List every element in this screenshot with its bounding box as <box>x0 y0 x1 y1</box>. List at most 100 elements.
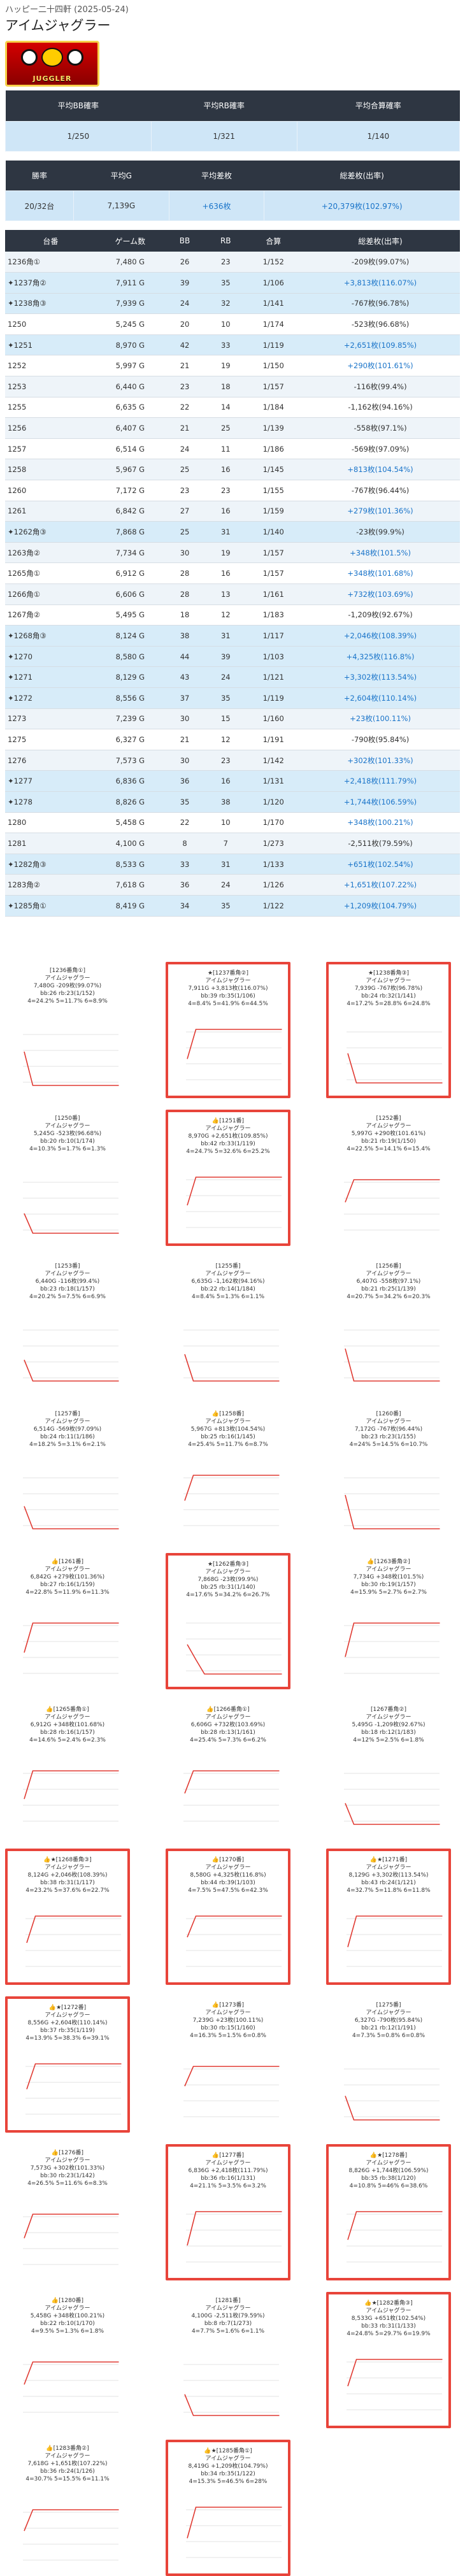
machine-chart-card[interactable]: [1255番] アイムジャグラー 6,635G -1,162枚(94.16%) bb:… <box>166 1257 290 1394</box>
machine-chart-card[interactable]: 👍[1251番] アイムジャグラー 8,970G +2,651枚(109.85%) b… <box>166 1110 290 1246</box>
machine-chart-card[interactable]: [1275番] アイムジャグラー 6,327G -790枚(95.84%) bb:21… <box>326 1996 451 2133</box>
machine-chart-card[interactable]: 👍[1263番角②] アイムジャグラー 7,734G +348枚(101.5%) bb… <box>326 1553 451 1689</box>
card-l1: 6,912G +348枚(101.68%) <box>30 1722 105 1728</box>
table-row[interactable]: ✦1278 8,826 G 35 38 1/120 +1,744枚(106.59%) <box>5 791 460 813</box>
table-cell: +2,604枚(110.14%) <box>301 687 460 709</box>
diff-line-chart <box>25 2063 122 2115</box>
table-row[interactable]: 1236角① 7,480 G 26 23 1/152 -209枚(99.07%) <box>5 252 460 273</box>
table-row[interactable]: 1275 6,327 G 21 12 1/191 -790枚(95.84%) <box>5 729 460 750</box>
diff-series-line <box>345 1622 440 1657</box>
table-cell: 5,967 G <box>96 459 164 481</box>
machine-chart-card[interactable]: 👍★[1272番] アイムジャグラー 8,556G +2,604枚(110.14%)… <box>5 1996 130 2133</box>
table-row[interactable]: ✦1268角③ 8,124 G 38 31 1/117 +2,046枚(108.39%) <box>5 625 460 647</box>
table-row[interactable]: ✦1272 8,556 G 37 35 1/119 +2,604枚(110.14%) <box>5 687 460 709</box>
diff-series-line <box>187 1644 282 1675</box>
card-model: アイムジャグラー <box>366 978 411 984</box>
machine-chart-card[interactable]: 👍[1283番角②] アイムジャグラー 7,618G +1,651枚(107.22%… <box>5 2440 130 2576</box>
machine-chart-card[interactable]: 👍★[1268番角③] アイムジャグラー 8,124G +2,046枚(108.39… <box>5 1849 130 1985</box>
col-header: 台番 <box>5 230 96 252</box>
machine-chart-card[interactable]: 👍[1276番] アイムジャグラー 7,573G +302枚(101.33%) bb:… <box>5 2144 130 2280</box>
machine-number: ✦1238角③ <box>5 293 96 315</box>
table-row[interactable]: 1250 5,245 G 20 10 1/174 -523枚(96.68%) <box>5 313 460 335</box>
table-row[interactable]: 1260 7,172 G 23 23 1/155 -767枚(96.44%) <box>5 480 460 501</box>
machine-number-label: 1276 <box>8 755 27 765</box>
diff-series-line <box>24 2509 119 2531</box>
table-cell: 8,580 G <box>96 646 164 668</box>
card-l2: bb:21 rb:19(1/150) <box>361 1138 416 1145</box>
card-l2: bb:23 rb:18(1/157) <box>40 1286 95 1292</box>
table-cell: 15 <box>205 708 247 730</box>
machine-chart-card[interactable]: 👍[1273番] アイムジャグラー 7,239G +23枚(100.11%) bb:3… <box>166 1996 290 2133</box>
card-l1: 7,480G -209枚(99.07%) <box>33 983 102 989</box>
table-row[interactable]: 1267角② 5,495 G 18 12 1/183 -1,209枚(92.67%) <box>5 605 460 626</box>
machine-chart-card[interactable]: 👍[1277番] アイムジャグラー 6,836G +2,418枚(111.79%) b… <box>166 2144 290 2280</box>
machine-chart-card[interactable]: [1260番] アイムジャグラー 7,172G -767枚(96.44%) bb:23… <box>326 1405 451 1542</box>
table-cell: 1/150 <box>246 355 301 377</box>
table-row[interactable]: ✦1262角③ 7,868 G 25 31 1/140 -23枚(99.9%) <box>5 521 460 543</box>
table-row[interactable]: ✦1237角② 7,911 G 39 35 1/106 +3,813枚(116.07%) <box>5 272 460 294</box>
card-l1: 6,836G +2,418枚(111.79%) <box>188 2168 268 2174</box>
table-cell: -116枚(99.4%) <box>301 376 460 397</box>
card-title: 👍[1276番] <box>51 2150 84 2156</box>
table-row[interactable]: 1253 6,440 G 23 18 1/157 -116枚(99.4%) <box>5 376 460 397</box>
table-row[interactable]: 1263角② 7,734 G 30 19 1/157 +348枚(101.5%) <box>5 542 460 564</box>
table-row[interactable]: 1266角① 6,606 G 28 13 1/161 +732枚(103.69%) <box>5 583 460 605</box>
table-cell: 28 <box>164 583 206 605</box>
table-row[interactable]: ✦1285角① 8,419 G 34 35 1/122 +1,209枚(104.79%) <box>5 895 460 917</box>
card-l3: 4=18.2% 5=3.1% 6=2.1% <box>29 1442 106 1448</box>
machine-chart-card[interactable]: 👍[1265番角①] アイムジャグラー 6,912G +348枚(101.68%) b… <box>5 1701 130 1837</box>
table-row[interactable]: ✦1271 8,129 G 43 24 1/121 +3,302枚(113.54%) <box>5 666 460 688</box>
machine-chart-card[interactable]: 👍★[1271番] アイムジャグラー 8,129G +3,302枚(113.54%)… <box>326 1849 451 1985</box>
card-l3: 4=26.5% 5=11.6% 6=8.3% <box>27 2180 108 2187</box>
machine-chart-card[interactable]: [1253番] アイムジャグラー 6,440G -116枚(99.4%) bb:23 … <box>5 1257 130 1394</box>
table-row[interactable]: 1273 7,239 G 30 15 1/160 +23枚(100.11%) <box>5 708 460 730</box>
table-cell: 5,997 G <box>96 355 164 377</box>
card-l3: 4=21.1% 5=3.5% 6=3.2% <box>190 2183 266 2189</box>
table-row[interactable]: ✦1251 8,970 G 42 33 1/119 +2,651枚(109.85%) <box>5 334 460 356</box>
machine-chart-card[interactable]: 👍[1280番] アイムジャグラー 5,458G +348枚(100.21%) bb:… <box>5 2292 130 2428</box>
table-cell: +2,046枚(108.39%) <box>301 625 460 647</box>
table-row[interactable]: 1276 7,573 G 30 23 1/142 +302枚(101.33%) <box>5 750 460 771</box>
machine-chart-card[interactable]: 👍[1270番] アイムジャグラー 8,580G +4,325枚(116.8%) bb… <box>166 1849 290 1985</box>
card-l1: 6,514G -569枚(97.09%) <box>33 1426 102 1433</box>
table-row[interactable]: 1265角① 6,912 G 28 16 1/157 +348枚(101.68%) <box>5 562 460 584</box>
machine-chart-card[interactable]: 👍[1258番] アイムジャグラー 5,967G +813枚(104.54%) bb:… <box>166 1405 290 1542</box>
machine-number-label: 1263角② <box>8 548 41 557</box>
diff-line-chart <box>23 1329 119 1382</box>
table-row[interactable]: 1256 6,407 G 21 25 1/139 -558枚(97.1%) <box>5 417 460 439</box>
table-row[interactable]: 1258 5,967 G 25 16 1/145 +813枚(104.54%) <box>5 459 460 481</box>
machine-chart-card[interactable]: ★[1237番角②] アイムジャグラー 7,911G +3,813枚(116.07%… <box>166 962 290 1098</box>
machine-chart-card[interactable]: [1281番] アイムジャグラー 4,100G -2,511枚(79.59%) bb:… <box>166 2292 290 2428</box>
machine-number: 1236角① <box>5 252 96 273</box>
machine-chart-card[interactable]: 👍[1261番] アイムジャグラー 6,842G +279枚(101.36%) bb:… <box>5 1553 130 1689</box>
machine-chart-card[interactable]: 👍★[1285番角①] アイムジャグラー 8,419G +1,209枚(104.79… <box>166 2440 290 2576</box>
machine-chart-card[interactable]: ★[1262番角③] アイムジャグラー 7,868G -23枚(99.9%) bb:2… <box>166 1553 290 1689</box>
machine-chart-card[interactable]: [1250番] アイムジャグラー 5,245G -523枚(96.68%) bb:20… <box>5 1110 130 1246</box>
table-row[interactable]: 1255 6,635 G 22 14 1/184 -1,162枚(94.16%) <box>5 397 460 419</box>
card-l2: bb:8 rb:7(1/273) <box>204 2321 252 2327</box>
machine-chart-card[interactable]: [1252番] アイムジャグラー 5,997G +290枚(101.61%) bb:2… <box>326 1110 451 1246</box>
machine-number: 1283角② <box>5 874 96 896</box>
table-row[interactable]: 1257 6,514 G 24 11 1/186 -569枚(97.09%) <box>5 438 460 460</box>
machine-chart-card[interactable]: 👍★[1278番] アイムジャグラー 8,826G +1,744枚(106.59%)… <box>326 2144 451 2280</box>
table-row[interactable]: 1261 6,842 G 27 16 1/159 +279枚(101.36%) <box>5 501 460 522</box>
machine-chart-card[interactable]: [1267番角②] アイムジャグラー 5,495G -1,209枚(92.67%) b… <box>326 1701 451 1837</box>
table-row[interactable]: 1281 4,100 G 8 7 1/273 -2,511枚(79.59%) <box>5 833 460 854</box>
machine-chart-card[interactable]: [1256番] アイムジャグラー 6,407G -558枚(97.1%) bb:21 … <box>326 1257 451 1394</box>
card-l1: 5,495G -1,209枚(92.67%) <box>352 1722 426 1728</box>
table-cell: 19 <box>205 355 247 377</box>
table-row[interactable]: 1283角② 7,618 G 36 24 1/126 +1,651枚(107.22%) <box>5 874 460 896</box>
table-row[interactable]: ✦1277 6,836 G 36 16 1/131 +2,418枚(111.79%) <box>5 770 460 792</box>
machine-chart-card[interactable]: 👍[1266番角①] アイムジャグラー 6,606G +732枚(103.69%) b… <box>166 1701 290 1837</box>
card-l3: 4=30.7% 5=15.5% 6=11.1% <box>25 2476 110 2482</box>
table-row[interactable]: ✦1238角③ 7,939 G 24 32 1/141 -767枚(96.78%) <box>5 293 460 315</box>
table-row[interactable]: ✦1282角③ 8,533 G 33 31 1/133 +651枚(102.54%) <box>5 854 460 875</box>
machine-chart-card[interactable]: [1257番] アイムジャグラー 6,514G -569枚(97.09%) bb:24… <box>5 1405 130 1542</box>
machine-chart-card[interactable]: ★[1238番角③] アイムジャグラー 7,939G -767枚(96.78%) bb… <box>326 962 451 1098</box>
machine-chart-card[interactable]: [1236番角①] アイムジャグラー 7,480G -209枚(99.07%) bb:… <box>5 962 130 1098</box>
table-row[interactable]: 1280 5,458 G 22 10 1/170 +348枚(100.21%) <box>5 812 460 834</box>
machine-chart-card[interactable]: 👍★[1282番角③] アイムジャグラー 8,533G +651枚(102.54%)… <box>326 2292 451 2428</box>
diff-series-line <box>347 2359 443 2387</box>
table-row[interactable]: 1252 5,997 G 21 19 1/150 +290枚(101.61%) <box>5 355 460 377</box>
table-row[interactable]: ✦1270 8,580 G 44 39 1/103 +4,325枚(116.8%) <box>5 646 460 668</box>
